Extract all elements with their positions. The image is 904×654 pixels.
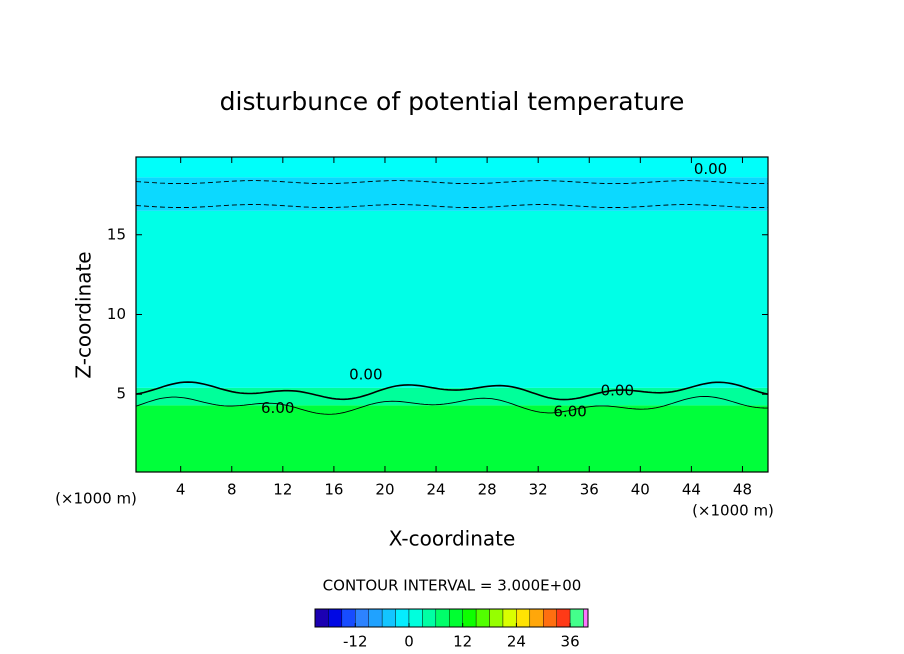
- chart-title: disturbunce of potential temperature: [220, 87, 685, 116]
- colorbar-cell: [422, 608, 437, 628]
- x-tick-label: 24: [426, 481, 445, 499]
- field-band: [136, 387, 768, 406]
- contour-line: [135, 204, 769, 208]
- x-tick-label: 36: [580, 481, 599, 499]
- x-tick-label: 8: [227, 481, 237, 499]
- contour-line: [135, 180, 769, 185]
- contour-label: 0.00: [601, 382, 634, 400]
- colorbar-cell: [395, 608, 410, 628]
- contour-label: 6.00: [553, 402, 586, 420]
- colorbar-cell: [381, 608, 396, 628]
- x-tick-label: 20: [375, 481, 394, 499]
- colorbar-tick-label: 36: [561, 633, 580, 651]
- colorbar-cell: [341, 608, 356, 628]
- x-tick-label: 32: [529, 481, 548, 499]
- x-tick-label: 40: [631, 481, 650, 499]
- field-band: [136, 157, 768, 178]
- colorbar-tick-label: -12: [343, 633, 368, 651]
- y-axis-label: Z-coordinate: [72, 251, 96, 378]
- x-axis-label: X-coordinate: [389, 527, 516, 551]
- colorbar-cell: [543, 608, 557, 628]
- colorbar-cell: [368, 608, 383, 628]
- field-band: [136, 210, 768, 388]
- colorbar-cell: [556, 608, 571, 628]
- colorbar-tick-label: 12: [453, 633, 472, 651]
- colorbar-tick-label: 24: [507, 633, 526, 651]
- contour-line: [135, 395, 769, 415]
- colorbar-cell: [449, 608, 463, 628]
- x-tick-label: 4: [176, 481, 186, 499]
- contour-label: 0.00: [349, 366, 382, 384]
- colorbar-frame: [314, 608, 589, 628]
- colorbar-cell: [502, 608, 517, 628]
- contour-label: 0.00: [694, 160, 727, 178]
- contour-interval: CONTOUR INTERVAL = 3.000E+00: [323, 577, 582, 595]
- colorbar-cell: [569, 608, 584, 628]
- x-tick-label: 48: [733, 481, 752, 499]
- colorbar-cell: [516, 608, 531, 628]
- contour-label: 6.00: [261, 399, 294, 417]
- x-unit-label: (×1000 m): [55, 490, 137, 508]
- x-tick-label: 12: [273, 481, 292, 499]
- colorbar-cell: [408, 608, 423, 628]
- colorbar-cell: [489, 608, 504, 628]
- colorbar-cell: [475, 608, 490, 628]
- colorbar-cell: [355, 608, 369, 628]
- colorbar-tick-label: 0: [404, 633, 414, 651]
- x-tick-label: 44: [682, 481, 701, 499]
- field-band: [136, 405, 768, 472]
- colorbar-cell: [529, 608, 544, 628]
- field-band: [136, 177, 768, 211]
- colorbar-cell: [435, 608, 450, 628]
- y-tick-label: 15: [107, 225, 126, 243]
- y-tick-label: 5: [116, 385, 126, 403]
- x-tick-label: 16: [324, 481, 343, 499]
- y-tick-label: 10: [107, 305, 126, 323]
- colorbar-cell: [328, 608, 343, 628]
- contour-line: [135, 381, 769, 401]
- colorbar-cell: [462, 608, 477, 628]
- x-tick-label: 28: [478, 481, 497, 499]
- colorbar-cell: [583, 608, 589, 628]
- colorbar-cell: [314, 608, 329, 628]
- x-unit-label: (×1000 m): [692, 502, 774, 520]
